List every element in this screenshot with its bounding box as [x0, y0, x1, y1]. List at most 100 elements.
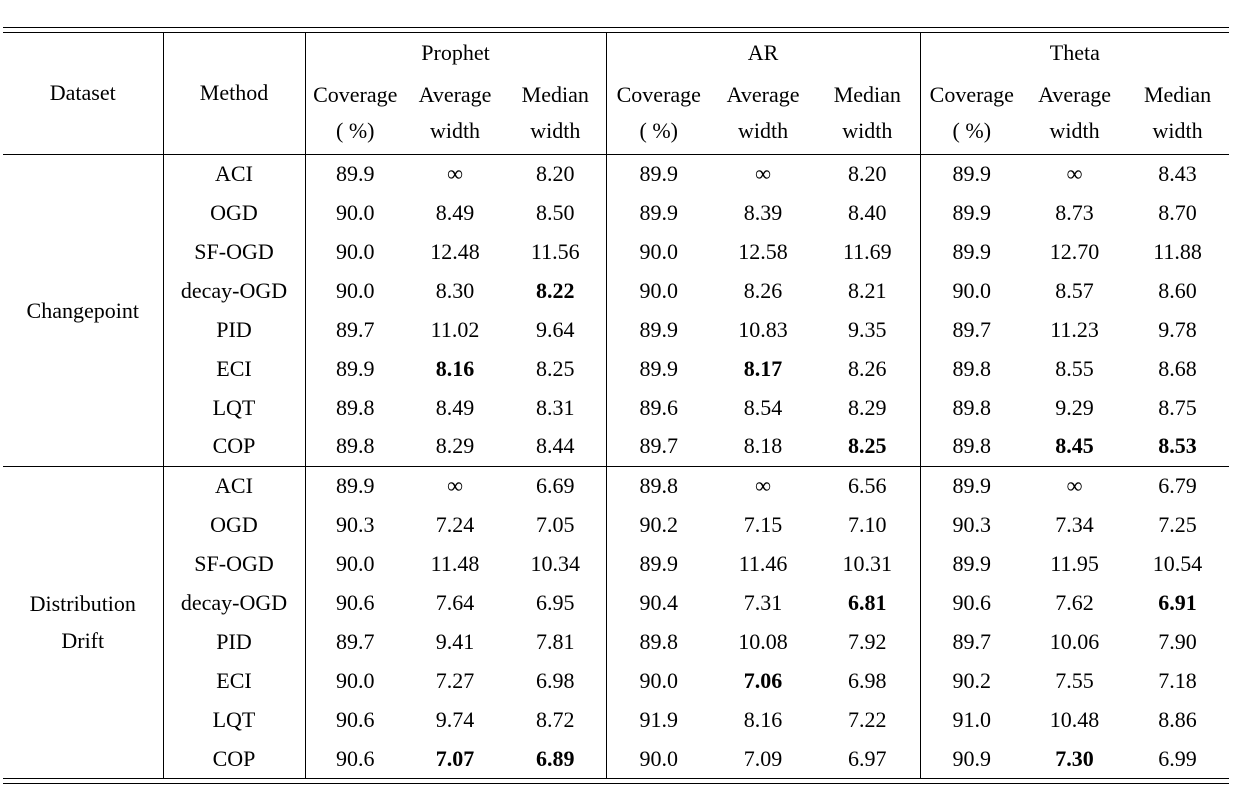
results-table: Dataset Method Prophet AR Theta Coverage… [3, 33, 1230, 778]
data-cell: 6.99 [1158, 745, 1197, 771]
header-group-row: Dataset Method Prophet AR Theta [3, 33, 1230, 154]
data-cell: 7.05 [536, 511, 575, 537]
method-cell: PID [162, 310, 305, 349]
data-cell: 7.09 [743, 745, 783, 771]
header-group-ar: AR [605, 33, 921, 73]
table-row: ECI 89.9 8.16 8.25 89.9 8.17 8.26 89.8 8… [3, 349, 1229, 388]
data-cell: ∞ [755, 472, 772, 498]
header-theta-average: Average width [1038, 82, 1111, 144]
data-cell: 90.6 [304, 583, 405, 622]
method-cell: LQT [162, 388, 305, 427]
header-method: Method [162, 33, 305, 154]
data-cell: ∞ [447, 472, 463, 498]
data-cell: 89.8 [919, 388, 1024, 427]
data-cell: 10.31 [842, 550, 893, 576]
data-cell: 89.8 [919, 427, 1024, 466]
data-cell: 11.02 [430, 316, 480, 342]
data-cell: 7.81 [536, 628, 575, 654]
data-cell: 89.7 [919, 622, 1024, 661]
data-cell: 89.7 [919, 310, 1024, 349]
data-cell: 8.54 [743, 394, 783, 420]
data-cell: 7.34 [1055, 511, 1094, 537]
data-cell: 91.9 [605, 700, 712, 739]
data-cell: 89.9 [605, 349, 712, 388]
data-cell: 8.57 [1055, 277, 1094, 303]
data-cell: 89.9 [919, 466, 1024, 505]
data-cell: 6.98 [536, 667, 575, 693]
data-cell: 8.31 [536, 394, 575, 420]
data-cell: 89.8 [304, 427, 405, 466]
table-row: SF-OGD 90.0 12.48 11.56 90.0 12.58 11.69… [3, 232, 1229, 271]
data-cell: 90.0 [304, 544, 405, 583]
data-cell: 8.25 [848, 433, 887, 459]
table-row: Distribution Drift ACI 89.9 ∞ 6.69 89.8 ∞… [3, 466, 1229, 653]
data-cell: 89.9 [919, 193, 1024, 232]
data-cell: 89.9 [304, 349, 405, 388]
data-cell: 7.15 [743, 511, 783, 537]
data-cell: 90.0 [304, 661, 405, 700]
data-cell: 10.83 [738, 316, 788, 342]
data-cell: 8.68 [1158, 355, 1197, 381]
data-cell: 89.9 [605, 544, 712, 583]
data-cell: ∞ [1066, 472, 1083, 498]
header-ar-average: Average width [726, 82, 800, 144]
table-row: decay-OGD 90.6 7.64 6.95 90.4 7.31 6.81 … [3, 583, 1229, 622]
data-cell: 11.23 [1050, 316, 1099, 342]
header-prophet-average: Average width [418, 82, 492, 144]
data-cell: 11.56 [530, 238, 580, 264]
data-cell: 10.08 [738, 628, 788, 654]
data-cell: 90.0 [304, 193, 405, 232]
method-cell: decay-OGD [162, 583, 305, 622]
data-cell: 6.89 [536, 745, 575, 771]
data-cell: 7.25 [1158, 511, 1197, 537]
data-cell: ∞ [1066, 160, 1083, 186]
table-row: COP 90.6 7.07 6.89 90.0 7.09 6.97 90.9 7… [3, 739, 1229, 778]
table-row: SF-OGD 90.0 11.48 10.34 89.9 11.46 10.31… [3, 544, 1229, 583]
method-cell: OGD [162, 193, 305, 232]
method-cell: PID [162, 622, 305, 661]
data-cell: 7.27 [435, 667, 475, 693]
data-cell: 7.10 [848, 511, 887, 537]
header-group-prophet: Prophet [304, 33, 607, 73]
method-cell: ECI [162, 661, 305, 700]
data-cell: 90.0 [304, 232, 405, 271]
data-cell: 8.45 [1055, 433, 1094, 459]
header-prophet-median: Median width [521, 82, 589, 144]
data-cell: 6.56 [848, 472, 887, 498]
data-cell: 89.8 [605, 466, 712, 505]
method-cell: OGD [162, 505, 305, 544]
method-cell: COP [162, 427, 305, 466]
data-cell: 8.29 [848, 394, 887, 420]
data-cell: 89.8 [304, 388, 405, 427]
data-cell: 89.9 [919, 232, 1024, 271]
data-cell: 89.8 [919, 349, 1024, 388]
data-cell: 91.0 [919, 700, 1024, 739]
table-row: Changepoint ACI 89.9 ∞ 8.20 89.9 ∞ 8.20 … [3, 154, 1229, 323]
data-cell: 8.16 [435, 355, 475, 381]
method-cell: SF-OGD [162, 232, 305, 271]
dataset-label-distribution-drift: Distribution Drift [29, 591, 136, 654]
data-cell: 8.70 [1158, 199, 1197, 225]
data-cell: 6.69 [536, 472, 575, 498]
data-cell: 89.8 [605, 622, 712, 661]
dataset-label-changepoint: Changepoint [26, 297, 139, 323]
data-cell: 11.46 [738, 550, 788, 576]
data-cell: 6.97 [848, 745, 887, 771]
table-row: decay-OGD 90.0 8.30 8.22 90.0 8.26 8.21 … [3, 271, 1229, 310]
data-cell: 11.48 [430, 550, 480, 576]
data-cell: 10.06 [1049, 628, 1100, 654]
data-cell: 8.53 [1158, 433, 1197, 459]
data-cell: 7.30 [1055, 745, 1094, 771]
data-cell: 8.40 [848, 199, 887, 225]
data-cell: 8.49 [435, 199, 475, 225]
data-cell: 10.48 [1049, 706, 1100, 732]
data-cell: 6.79 [1158, 472, 1197, 498]
data-cell: 90.3 [304, 505, 405, 544]
method-cell: COP [162, 739, 305, 778]
data-cell: 90.0 [605, 661, 712, 700]
data-cell: 89.9 [919, 154, 1024, 193]
data-cell: 9.74 [435, 706, 475, 732]
data-cell: 8.44 [536, 433, 575, 459]
method-cell: SF-OGD [162, 544, 305, 583]
data-cell: 7.07 [435, 745, 475, 771]
